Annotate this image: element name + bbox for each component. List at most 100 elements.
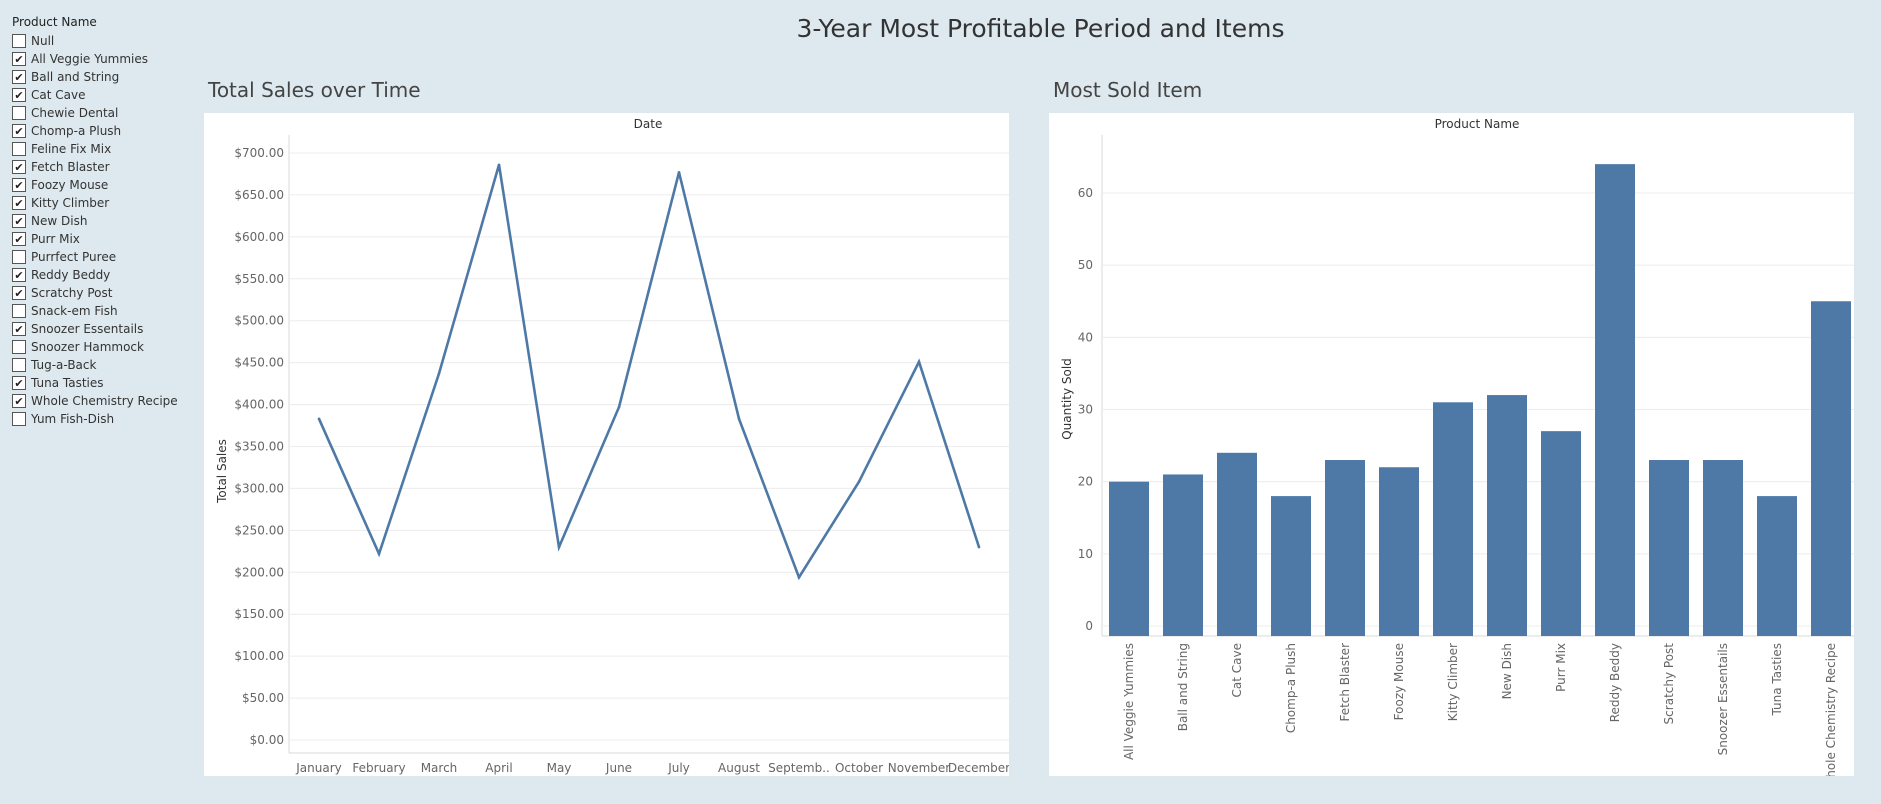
x-tick-label: May [547, 761, 572, 775]
filter-item[interactable]: Reddy Beddy [12, 266, 192, 284]
y-tick-label: $500.00 [234, 314, 284, 328]
x-tick-label: New Dish [1500, 643, 1514, 699]
y-tick-label: 30 [1078, 403, 1093, 417]
filter-item-label: Snoozer Essentails [31, 322, 144, 336]
filter-item-label: Reddy Beddy [31, 268, 111, 282]
filter-checkbox[interactable] [12, 376, 26, 390]
filter-checkbox[interactable] [12, 268, 26, 282]
filter-checkbox[interactable] [12, 322, 26, 336]
x-tick-label: February [352, 761, 405, 775]
filter-checkbox[interactable] [12, 142, 26, 156]
filter-checkbox[interactable] [12, 196, 26, 210]
filter-item[interactable]: Snoozer Hammock [12, 338, 192, 356]
filter-checkbox[interactable] [12, 250, 26, 264]
filter-checkbox[interactable] [12, 160, 26, 174]
filter-checkbox[interactable] [12, 412, 26, 426]
filter-item[interactable]: Scratchy Post [12, 284, 192, 302]
filter-item[interactable]: New Dish [12, 212, 192, 230]
filter-item[interactable]: Whole Chemistry Recipe [12, 392, 192, 410]
x-tick-label: June [605, 761, 632, 775]
filter-checkbox[interactable] [12, 286, 26, 300]
filter-item-label: New Dish [31, 214, 88, 228]
x-tick-label: Fetch Blaster [1338, 643, 1352, 722]
x-tick-label: Cat Cave [1230, 643, 1244, 697]
data-point [857, 480, 861, 484]
y-tick-label: $550.00 [234, 272, 284, 286]
filter-item-label: Chewie Dental [31, 106, 119, 120]
filter-item[interactable]: Purrfect Puree [12, 248, 192, 266]
filter-checkbox[interactable] [12, 394, 26, 408]
x-tick-label: All Veggie Yummies [1122, 643, 1136, 760]
data-point [497, 163, 501, 167]
filter-checkbox[interactable] [12, 124, 26, 138]
x-tick-label: Septemb.. [768, 761, 830, 775]
filter-checkbox[interactable] [12, 106, 26, 120]
y-tick-label: 40 [1078, 330, 1093, 344]
line-chart-title: Total Sales over Time [208, 78, 421, 102]
filter-item[interactable]: Tug-a-Back [12, 356, 192, 374]
bar [1487, 395, 1527, 636]
y-axis-label: Total Sales [215, 439, 229, 504]
data-point [437, 372, 441, 375]
filter-item-label: Snack-em Fish [31, 304, 118, 318]
filter-checkbox[interactable] [12, 88, 26, 102]
filter-item[interactable]: Fetch Blaster [12, 158, 192, 176]
bar [1433, 402, 1473, 636]
filter-item-label: Fetch Blaster [31, 160, 110, 174]
filter-checkbox[interactable] [12, 214, 26, 228]
filter-item[interactable]: Kitty Climber [12, 194, 192, 212]
filter-item-label: Chomp-a Plush [31, 124, 122, 138]
x-tick-label: July [667, 761, 690, 775]
filter-item-label: Purrfect Puree [31, 250, 117, 264]
filter-item-label: All Veggie Yummies [31, 52, 149, 66]
dashboard-title: 3-Year Most Profitable Period and Items [796, 14, 1285, 43]
bar [1163, 474, 1203, 636]
y-tick-label: $700.00 [234, 146, 284, 160]
x-tick-label: Kitty Climber [1446, 643, 1460, 721]
x-tick-label: April [485, 761, 512, 775]
x-tick-label: January [295, 761, 342, 775]
filter-checkbox[interactable] [12, 70, 26, 84]
filter-item[interactable]: Chomp-a Plush [12, 122, 192, 140]
filter-checkbox[interactable] [12, 178, 26, 192]
filter-item[interactable]: Foozy Mouse [12, 176, 192, 194]
data-point [977, 545, 981, 549]
filter-checkbox[interactable] [12, 34, 26, 48]
data-point [677, 170, 681, 174]
filter-item-label: Purr Mix [31, 232, 80, 246]
filter-item-label: Tug-a-Back [31, 358, 97, 372]
filter-item[interactable]: Yum Fish-Dish [12, 410, 192, 428]
y-tick-label: 50 [1078, 258, 1093, 272]
filter-item[interactable]: Chewie Dental [12, 104, 192, 122]
bar [1649, 460, 1689, 636]
filter-checkbox[interactable] [12, 340, 26, 354]
filter-item[interactable]: Purr Mix [12, 230, 192, 248]
y-tick-label: $400.00 [234, 398, 284, 412]
filter-item[interactable]: All Veggie Yummies [12, 50, 192, 68]
filter-checkbox[interactable] [12, 304, 26, 318]
y-tick-label: $150.00 [234, 607, 284, 621]
filter-checkbox[interactable] [12, 232, 26, 246]
filter-item[interactable]: Ball and String [12, 68, 192, 86]
filter-checkbox[interactable] [12, 52, 26, 66]
filter-item-label: Null [31, 34, 55, 48]
x-tick-label: Snoozer Essentails [1716, 643, 1730, 755]
filter-item[interactable]: Snoozer Essentails [12, 320, 192, 338]
product-name-filter: Product Name Null All Veggie Yummies Ball … [12, 15, 192, 428]
filter-item[interactable]: Null [12, 32, 192, 50]
filter-item-label: Tuna Tasties [31, 376, 104, 390]
filter-item[interactable]: Feline Fix Mix [12, 140, 192, 158]
data-point [557, 545, 561, 549]
bar [1757, 496, 1797, 636]
filter-item[interactable]: Tuna Tasties [12, 374, 192, 392]
filter-item[interactable]: Snack-em Fish [12, 302, 192, 320]
y-tick-label: $200.00 [234, 565, 284, 579]
filter-checkbox[interactable] [12, 358, 26, 372]
filter-item-label: Cat Cave [31, 88, 86, 102]
bar [1109, 481, 1149, 636]
filter-item[interactable]: Cat Cave [12, 86, 192, 104]
line-chart: Date $0.00 $50.00 $100.00 $150.00 $200.00 $250… [215, 117, 1010, 775]
data-point [917, 360, 921, 364]
filter-title: Product Name [12, 15, 97, 29]
x-tick-label: Chomp-a Plush [1284, 643, 1298, 733]
